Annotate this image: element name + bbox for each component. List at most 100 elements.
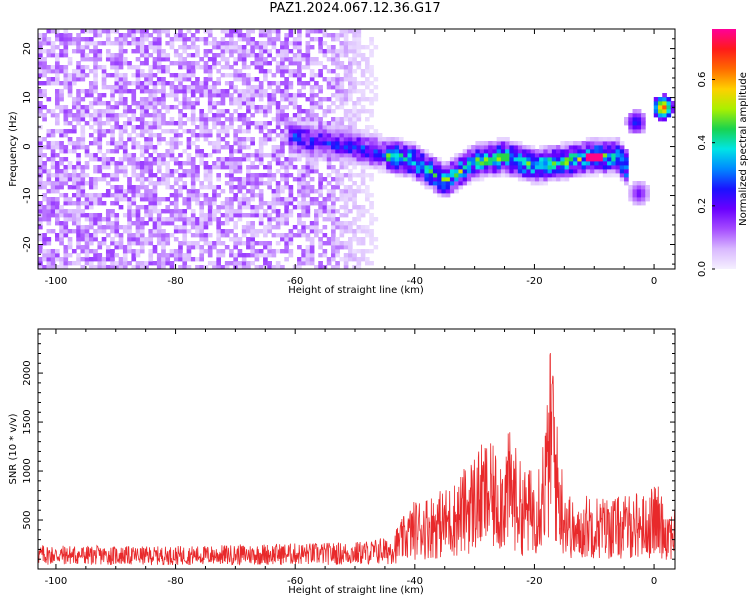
heatmap-cell (237, 45, 243, 50)
heatmap-cell (122, 97, 128, 102)
heatmap-cell (118, 245, 124, 250)
heatmap-cell (581, 161, 587, 166)
heatmap-cell (632, 109, 638, 114)
heatmap-cell (356, 53, 362, 58)
heatmap-cell (63, 45, 69, 50)
heatmap-cell (220, 233, 226, 238)
heatmap-cell (246, 153, 251, 158)
heatmap-cell (118, 45, 124, 50)
heatmap-cell (547, 169, 553, 174)
heatmap-cell (568, 145, 574, 150)
heatmap-cell (59, 93, 64, 98)
heatmap-cell (237, 77, 243, 82)
heatmap-cell (356, 29, 362, 34)
heatmap-cell (292, 157, 298, 162)
heatmap-cell (76, 237, 81, 242)
heatmap-cell (479, 173, 485, 178)
heatmap-cell (156, 29, 162, 34)
heatmap-cell (250, 249, 255, 254)
heatmap-cell (564, 177, 570, 182)
heatmap-cell (118, 197, 124, 202)
heatmap-cell (360, 97, 366, 102)
heatmap-cell (161, 117, 166, 122)
heatmap-cell (585, 137, 591, 142)
heatmap-cell (284, 177, 289, 182)
heatmap-cell (237, 33, 243, 38)
heatmap-cell (173, 121, 179, 126)
heatmap-cell (284, 113, 289, 118)
heatmap-cell (220, 125, 226, 130)
heatmap-cell (288, 185, 294, 190)
heatmap-cell (314, 85, 319, 90)
heatmap-cell (250, 189, 255, 194)
heatmap-cell (305, 145, 311, 150)
heatmap-cell (114, 185, 120, 190)
heatmap-cell (369, 217, 374, 222)
heatmap-cell (615, 173, 621, 178)
heatmap-cell (280, 121, 285, 126)
heatmap-cell (335, 265, 340, 269)
heatmap-cell (169, 209, 175, 214)
heatmap-cell (331, 85, 336, 90)
heatmap-cell (148, 161, 154, 166)
heatmap-cell (127, 117, 132, 122)
heatmap-cell (152, 157, 158, 162)
heatmap-cell (233, 237, 238, 242)
heatmap-cell (110, 137, 115, 142)
heatmap-cell (118, 145, 124, 150)
heatmap-cell (80, 69, 86, 74)
heatmap-cell (509, 149, 515, 154)
heatmap-cell (373, 145, 379, 150)
heatmap-cell (195, 225, 200, 230)
heatmap-cell (386, 137, 391, 142)
heatmap-cell (356, 213, 362, 218)
heatmap-cell (258, 89, 264, 94)
heatmap-cell (122, 229, 128, 234)
heatmap-cell (263, 261, 268, 266)
heatmap-cell (284, 49, 289, 54)
heatmap-cell (492, 153, 498, 158)
heatmap-cell (258, 85, 264, 90)
heatmap-cell (80, 181, 86, 186)
heatmap-cell (161, 77, 166, 82)
heatmap-cell (615, 161, 621, 166)
heatmap-cell (284, 117, 289, 122)
heatmap-cell (152, 217, 158, 222)
heatmap-cell (360, 133, 366, 138)
heatmap-cell (237, 181, 243, 186)
heatmap-cell (38, 217, 43, 222)
heatmap-cell (428, 153, 434, 158)
heatmap-cell (173, 209, 179, 214)
heatmap-cell (326, 105, 332, 110)
heatmap-cell (50, 197, 56, 202)
heatmap-cell (122, 73, 128, 78)
heatmap-cell (216, 261, 222, 266)
heatmap-cell (241, 57, 247, 62)
heatmap-cell (343, 161, 349, 166)
heatmap-cell (292, 165, 298, 170)
heatmap-cell (233, 137, 238, 142)
heatmap-cell (250, 53, 255, 58)
heatmap-cell (360, 149, 366, 154)
heatmap-cell (352, 181, 357, 186)
heatmap-cell (598, 165, 604, 170)
heatmap-cell (386, 161, 391, 166)
heatmap-cell (356, 257, 362, 262)
heatmap-cell (364, 85, 370, 90)
heatmap-cell (441, 189, 447, 194)
heatmap-cell (394, 161, 400, 166)
heatmap-cell (59, 169, 64, 174)
heatmap-cell (305, 233, 311, 238)
heatmap-cell (254, 165, 260, 170)
snr-x-tick-label: 0 (651, 576, 657, 587)
heatmap-cell (356, 157, 362, 162)
heatmap-cell (76, 73, 81, 78)
heatmap-cell (131, 93, 137, 98)
heatmap-cell (186, 189, 192, 194)
heatmap-cell (564, 145, 570, 150)
heatmap-cell (267, 33, 272, 38)
heatmap-cell (71, 97, 77, 102)
heatmap-cell (297, 205, 302, 210)
heatmap-cell (131, 189, 137, 194)
heatmap-cell (577, 141, 582, 146)
